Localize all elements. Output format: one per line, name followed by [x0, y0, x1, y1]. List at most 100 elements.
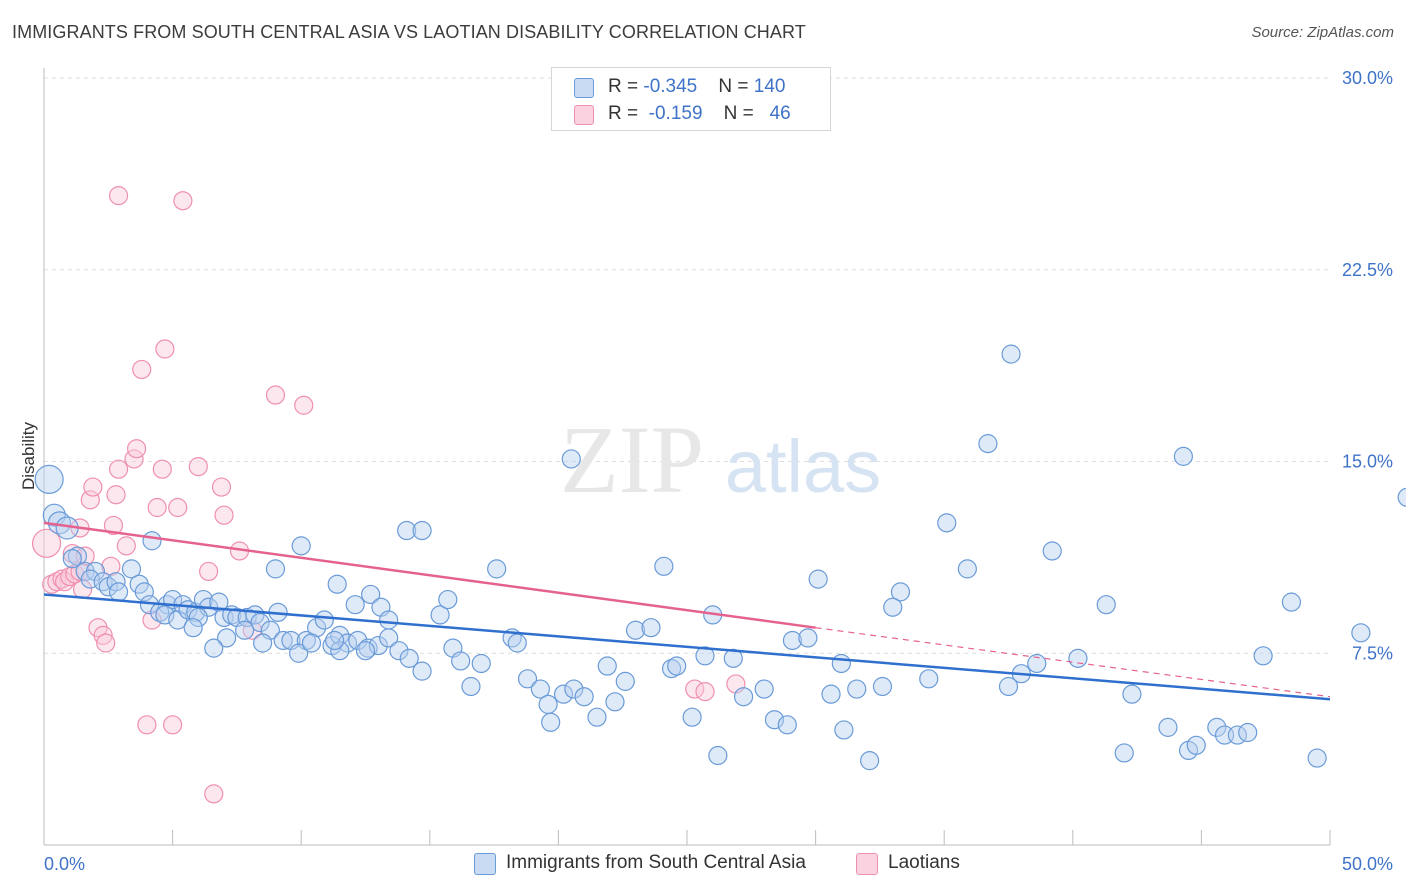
chart-title: IMMIGRANTS FROM SOUTH CENTRAL ASIA VS LA… [12, 22, 806, 42]
south-central-asia-point-14 [134, 582, 154, 602]
south-central-asia-point-35 [235, 620, 255, 640]
south-central-asia-point-59 [325, 630, 345, 651]
south-central-asia-point-105 [808, 569, 828, 589]
laotians-point-17 [103, 515, 124, 536]
laotians-point-24 [137, 715, 157, 735]
south-central-asia-point-81 [538, 694, 558, 714]
laotians-point-29 [163, 715, 183, 735]
laotians-point-15 [96, 633, 116, 653]
south-central-asia-point-79 [530, 679, 550, 699]
south-central-asia-point-45 [330, 625, 350, 645]
tick-labels: 7.5% 15.0% 22.5% 30.0% 0.0% 50.0% [44, 68, 1393, 874]
laotians-point-27 [152, 459, 172, 479]
blue-n-label: N = [718, 76, 754, 97]
laotians-point-14 [93, 625, 113, 645]
south-central-asia-point-78 [517, 669, 538, 689]
south-central-asia-point-107 [834, 720, 854, 740]
watermark-atlas: atlas [725, 425, 881, 508]
south-central-asia-point-123 [1158, 717, 1178, 737]
south-central-asia-point-27 [209, 592, 229, 612]
laotians-point-25 [142, 610, 162, 630]
south-central-asia-point-63 [345, 595, 365, 615]
laotians-point-22 [126, 439, 147, 459]
stats-legend: R = -0.345 N = 140 R = -0.159 N = 46 [551, 67, 831, 131]
south-central-asia-point-121 [1114, 743, 1134, 763]
south-central-asia-point-90 [641, 618, 661, 638]
south-central-asia-point-91 [654, 556, 674, 576]
pink-n-label: N = [723, 103, 760, 124]
south-central-asia-point-53 [412, 661, 432, 681]
south-central-asia-point-70 [438, 589, 458, 610]
south-central-asia-point-112 [937, 513, 957, 533]
south-central-asia-point-73 [461, 676, 481, 697]
south-central-asia-point-126 [1186, 735, 1206, 755]
south-central-asia-point-139 [860, 751, 880, 771]
south-central-asia-point-4 [67, 546, 88, 566]
south-central-asia-point-100 [754, 679, 774, 699]
south-central-asia-point-131 [1001, 344, 1021, 364]
laotians-point-35 [211, 477, 232, 497]
south-central-asia-point-74 [471, 653, 491, 674]
laotians-point-40 [294, 395, 314, 415]
laotians-point-3 [52, 569, 72, 589]
south-central-asia-point-94 [682, 707, 702, 727]
south-central-asia-point-120 [1096, 595, 1116, 615]
south-central-asia-point-142 [142, 531, 162, 551]
south-central-asia-point-119 [1068, 648, 1088, 668]
south-central-asia-point-62 [327, 574, 347, 594]
south-central-asia-point-132 [1253, 646, 1273, 666]
blue-trend-line [43, 593, 1331, 701]
south-central-asia-point-43 [314, 610, 334, 630]
south-central-asia-point-113 [957, 559, 977, 579]
south-central-asia-point-21 [155, 605, 175, 625]
south-central-asia-point-122 [1122, 684, 1142, 704]
laotians-point-39 [265, 385, 286, 405]
south-central-asia-point-77 [507, 633, 527, 653]
south-central-asia-point-93 [667, 656, 687, 676]
blue-n-value: 140 [753, 76, 786, 97]
south-central-asia-point-75 [487, 559, 507, 579]
south-central-asia-point-55 [289, 643, 309, 663]
south-central-asia-point-82 [553, 684, 574, 704]
south-central-asia-point-0 [34, 464, 64, 494]
south-central-asia-point-108 [847, 679, 867, 699]
y-tick-label-0: 7.5% [1352, 643, 1393, 663]
laotians-point-33 [199, 561, 219, 582]
south-central-asia-point-86 [597, 656, 617, 676]
south-central-asia-point-38 [273, 630, 293, 651]
south-central-asia-point-101 [764, 710, 785, 730]
south-central-asia-point-80 [541, 712, 561, 732]
south-central-asia-point-135 [1351, 623, 1371, 643]
south-central-asia-point-28 [188, 607, 208, 628]
south-central-asia-point-89 [625, 620, 646, 640]
pink-r-label: R = [608, 103, 644, 124]
south-central-asia-point-87 [605, 692, 625, 712]
south-central-asia-point-140 [561, 449, 581, 469]
south-central-asia-point-137 [831, 653, 851, 674]
laotians-point-18 [106, 485, 126, 505]
laotians-point-2 [47, 572, 67, 592]
south-central-asia-point-102 [777, 715, 797, 735]
south-central-asia-point-138 [883, 597, 903, 617]
pink-n-value: 46 [769, 103, 791, 124]
south-central-asia-point-110 [890, 582, 911, 602]
south-central-asia-point-99 [733, 687, 754, 707]
south-central-asia-point-68 [412, 520, 432, 541]
pink-swatch [574, 105, 594, 125]
south-central-asia-point-39 [253, 633, 273, 653]
south-central-asia-point-95 [695, 646, 715, 666]
pink-trend-extension [815, 627, 1331, 698]
south-central-asia-point-49 [368, 635, 388, 656]
blue-r-label: R = [608, 76, 644, 97]
south-central-asia-point-61 [291, 536, 311, 556]
grid-lines [44, 77, 1330, 654]
watermark-zip: ZIP [560, 406, 704, 513]
south-central-asia-point-83 [564, 679, 584, 699]
laotians-point-19 [108, 459, 129, 479]
laotians-point-28 [155, 339, 175, 359]
south-central-asia-point-124 [1173, 446, 1193, 466]
south-central-asia-point-104 [798, 628, 818, 648]
south-central-asia-point-114 [978, 434, 998, 454]
legend-label-pink: Laotians [888, 852, 960, 873]
